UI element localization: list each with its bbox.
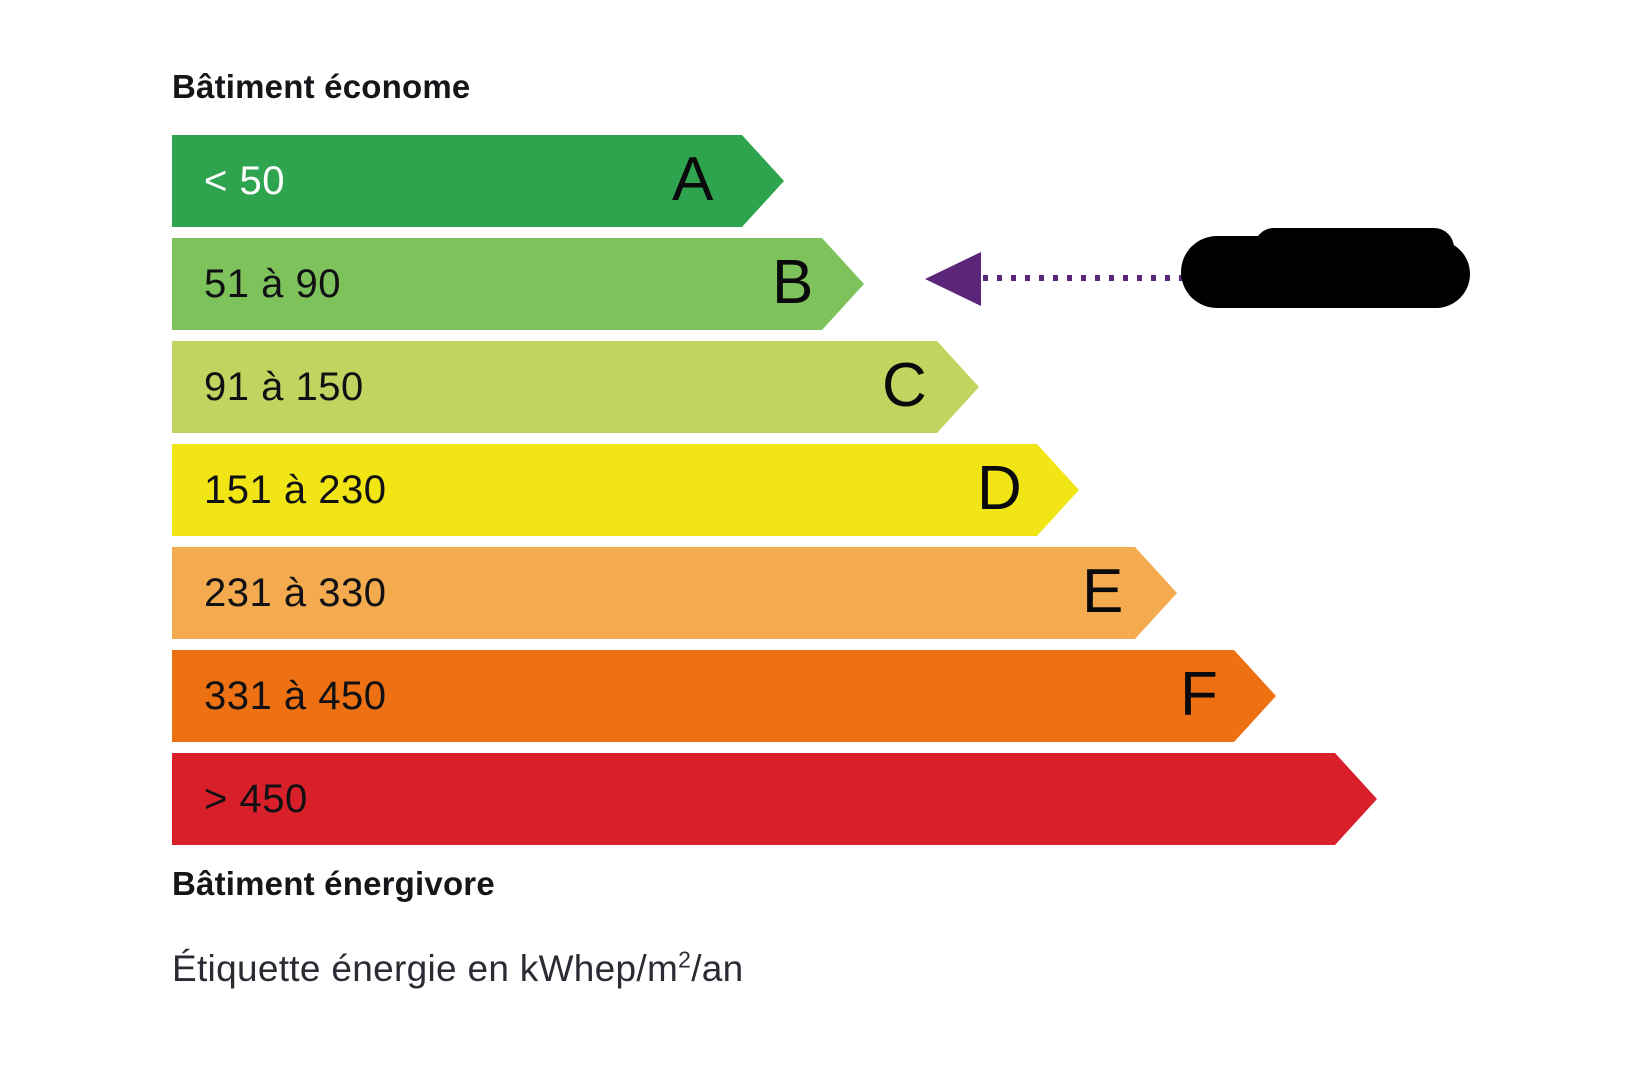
energy-class-bar-b[interactable]: 51 à 90 B bbox=[172, 238, 864, 330]
bar-range-label: 231 à 330 bbox=[204, 571, 387, 615]
bar-class-letter: C bbox=[882, 351, 927, 420]
bar-range-label: < 50 bbox=[204, 159, 285, 203]
bar-range-label: 151 à 230 bbox=[204, 468, 387, 512]
unit-caption-suffix: /an bbox=[691, 948, 744, 989]
top-caption-economical-building: Bâtiment économe bbox=[172, 68, 471, 105]
bar-range-label: > 450 bbox=[204, 777, 308, 821]
energy-class-bar-a[interactable]: < 50 A bbox=[172, 135, 784, 227]
energy-class-bar-d[interactable]: 151 à 230 D bbox=[172, 444, 1079, 536]
bottom-caption-energy-hungry-building: Bâtiment énergivore bbox=[172, 865, 495, 902]
energy-class-bar-c[interactable]: 91 à 150 C bbox=[172, 341, 979, 433]
bar-arrow-shape bbox=[172, 341, 979, 433]
bar-arrow-shape bbox=[172, 135, 784, 227]
energy-class-bar-f[interactable]: 331 à 450 F bbox=[172, 650, 1276, 742]
bar-class-letter: D bbox=[977, 454, 1022, 523]
bar-arrow-shape bbox=[172, 547, 1177, 639]
energy-class-bar-g[interactable]: > 450 bbox=[172, 753, 1377, 845]
unit-caption: Étiquette énergie en kWhep/m2/an bbox=[172, 948, 744, 990]
bar-arrow-shape bbox=[172, 650, 1276, 742]
bar-arrow-shape bbox=[172, 753, 1377, 845]
bar-range-label: 51 à 90 bbox=[204, 262, 341, 306]
bar-class-letter: F bbox=[1180, 660, 1218, 729]
bar-range-label: 331 à 450 bbox=[204, 674, 387, 718]
bar-class-letter: B bbox=[772, 248, 814, 317]
bar-class-letter: E bbox=[1082, 557, 1124, 626]
energy-class-bar-e[interactable]: 231 à 330 E bbox=[172, 547, 1177, 639]
bar-arrow-shape bbox=[172, 444, 1079, 536]
unit-caption-prefix: Étiquette énergie en kWhep/m bbox=[172, 948, 679, 989]
unit-caption-superscript: 2 bbox=[678, 946, 692, 973]
bar-range-label: 91 à 150 bbox=[204, 365, 364, 409]
bar-class-letter: A bbox=[672, 145, 714, 214]
bar-arrow-shape bbox=[172, 238, 864, 330]
